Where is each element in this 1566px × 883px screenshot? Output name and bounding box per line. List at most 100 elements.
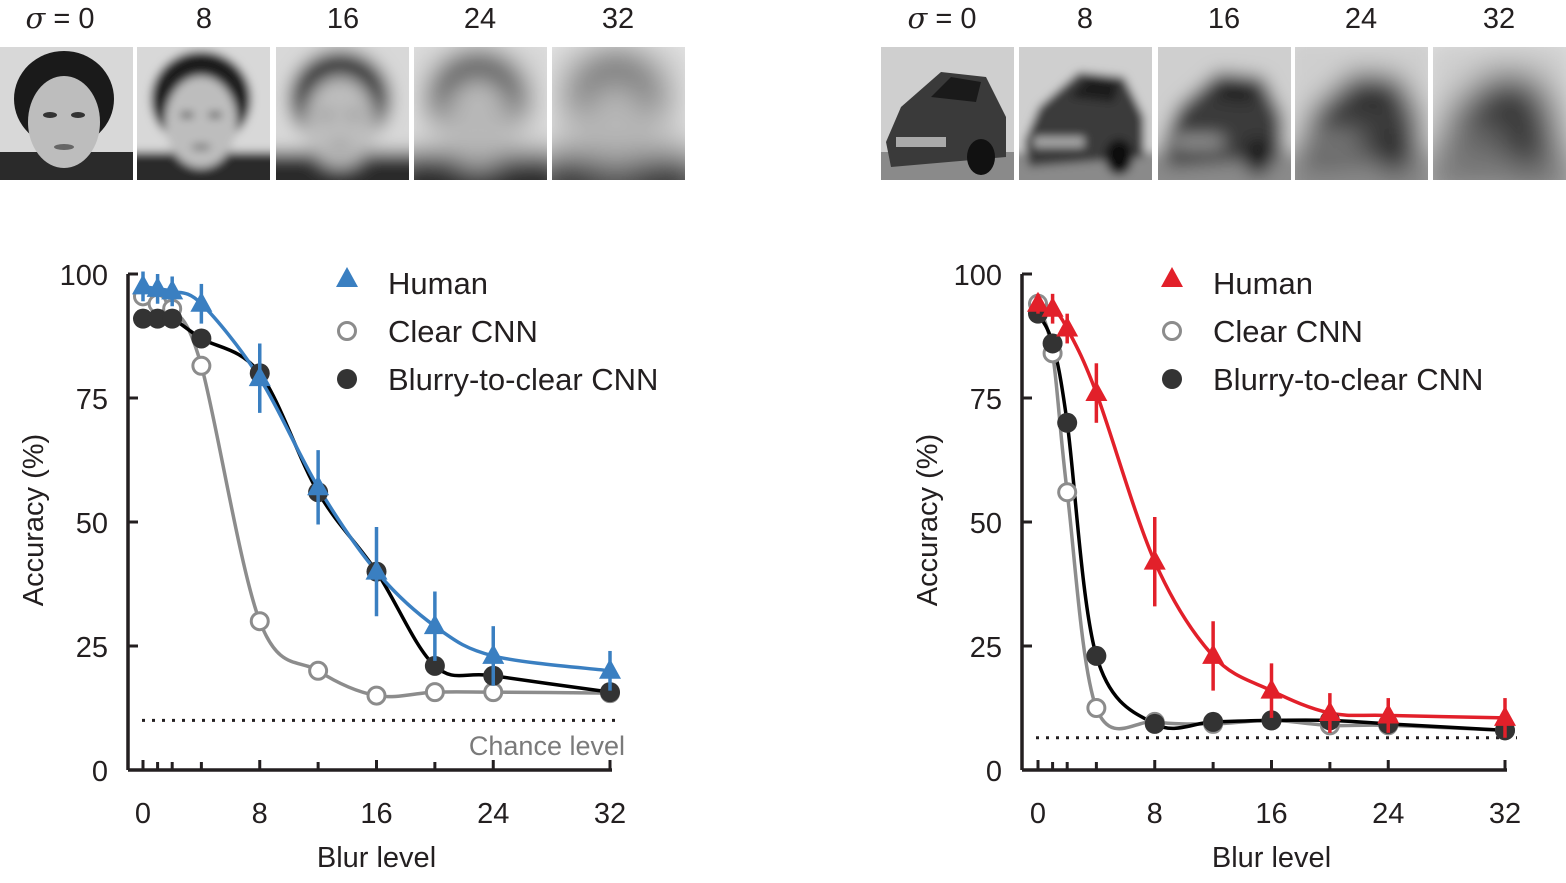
eye: [485, 112, 499, 118]
car-image-sigma-16: [1158, 47, 1291, 180]
eye: [595, 112, 609, 118]
data-point-clear-cnn: [366, 685, 387, 706]
legend-item: Clear CNN: [337, 314, 538, 349]
eye: [623, 112, 637, 118]
windshield: [1345, 77, 1395, 102]
wheel: [1244, 139, 1272, 175]
bumper: [1448, 137, 1498, 147]
eye: [208, 112, 222, 118]
sigma-value: = 0: [45, 3, 94, 35]
x-tick-label: 0: [1030, 798, 1046, 830]
mouth: [54, 144, 74, 150]
face: [304, 76, 376, 168]
bumper: [1310, 137, 1360, 147]
data-point-human: [146, 276, 169, 297]
data-point-blurry-to-clear-cnn: [1203, 711, 1224, 732]
y-tick-label: 0: [986, 756, 1002, 788]
eye: [457, 112, 471, 118]
sigma-label: 8: [196, 3, 212, 35]
windshield: [1208, 77, 1258, 102]
image-content: [276, 47, 409, 180]
fit-curve-human: [1037, 302, 1506, 720]
data-point-human: [1318, 700, 1341, 721]
image-content: [1295, 47, 1428, 180]
data-point-clear-cnn: [1057, 482, 1078, 503]
data-point-human: [482, 643, 505, 664]
sigma-label: 32: [602, 3, 634, 35]
sigma-label: σ = 0: [908, 1, 977, 35]
data-point-human: [190, 291, 213, 312]
car-image-sigma-0: [881, 47, 1014, 180]
image-content: [1158, 47, 1291, 180]
sigma-value: = 0: [927, 3, 976, 35]
data-point-blurry-to-clear-cnn: [1057, 412, 1078, 433]
car-image-sigma-24: [1295, 47, 1428, 180]
legend-marker: [337, 369, 357, 389]
mouth: [468, 144, 488, 150]
legend-item: Clear CNN: [1162, 314, 1363, 349]
sigma-label: 8: [1077, 3, 1093, 35]
car-image-sigma-8: [1019, 47, 1152, 180]
data-point-human: [1143, 549, 1166, 570]
data-point-human: [307, 475, 330, 496]
x-axis-label: Blur level: [317, 842, 436, 874]
legend-label: Clear CNN: [388, 314, 538, 349]
face-image-sigma-24: [414, 47, 547, 180]
data-point-blurry-to-clear-cnn: [424, 655, 445, 676]
x-axis-label: Blur level: [1212, 842, 1331, 874]
windshield: [1069, 77, 1119, 102]
data-point-human: [365, 559, 388, 580]
sigma-label: 32: [1483, 3, 1515, 35]
sigma-label: 24: [464, 3, 496, 35]
eye: [347, 112, 361, 118]
data-point-blurry-to-clear-cnn: [147, 308, 168, 329]
y-tick-label: 25: [970, 632, 1002, 664]
y-tick-label: 100: [60, 260, 108, 292]
data-point-human: [423, 614, 446, 635]
x-tick-label: 24: [477, 798, 509, 830]
data-point-clear-cnn: [424, 682, 445, 703]
face-image-sigma-8: [137, 47, 270, 180]
data-point-human: [1056, 316, 1079, 337]
data-point-human: [599, 658, 621, 679]
legend-label: Blurry-to-clear CNN: [388, 362, 658, 397]
data-point-clear-cnn: [249, 611, 270, 632]
data-point-blurry-to-clear-cnn: [1042, 333, 1063, 354]
eye: [319, 112, 333, 118]
car-image-sigma-32: [1433, 47, 1566, 180]
sigma-symbol: σ: [26, 1, 47, 35]
legend-marker: [337, 321, 357, 341]
x-tick-label: 16: [1255, 798, 1287, 830]
windshield: [1483, 77, 1533, 102]
legend-marker: [1161, 267, 1183, 287]
data-point-human: [1041, 296, 1064, 317]
sigma-label: σ = 0: [26, 1, 95, 35]
image-content: [881, 47, 1014, 180]
mouth: [330, 144, 350, 150]
data-point-human: [1085, 381, 1108, 402]
bumper: [1034, 137, 1084, 147]
data-point-blurry-to-clear-cnn: [1086, 645, 1107, 666]
chart-2: 0 25 50 75 100 0 8 16 24 32 Blur level Accuracy (%)…: [912, 260, 1521, 874]
legend-marker: [1162, 321, 1182, 341]
mouth: [191, 144, 211, 150]
face-image-sigma-0: [0, 47, 133, 180]
data-point-blurry-to-clear-cnn: [162, 308, 183, 329]
image-content: [414, 47, 547, 180]
legend-marker: [1162, 369, 1182, 389]
y-axis-label: Accuracy (%): [18, 434, 50, 606]
legend-label: Blurry-to-clear CNN: [1213, 362, 1483, 397]
sigma-label: 16: [1208, 3, 1240, 35]
wheel: [967, 139, 995, 175]
image-content: [137, 47, 270, 180]
image-content: [1019, 47, 1152, 180]
legend-item: Blurry-to-clear CNN: [1162, 362, 1483, 397]
legend-marker: [336, 267, 358, 287]
face: [580, 76, 652, 168]
data-point-human: [132, 274, 154, 295]
x-tick-label: 32: [1489, 798, 1521, 830]
y-tick-label: 75: [76, 384, 108, 416]
sigma-label: 24: [1345, 3, 1377, 35]
chance-level-label: Chance level: [469, 731, 625, 761]
